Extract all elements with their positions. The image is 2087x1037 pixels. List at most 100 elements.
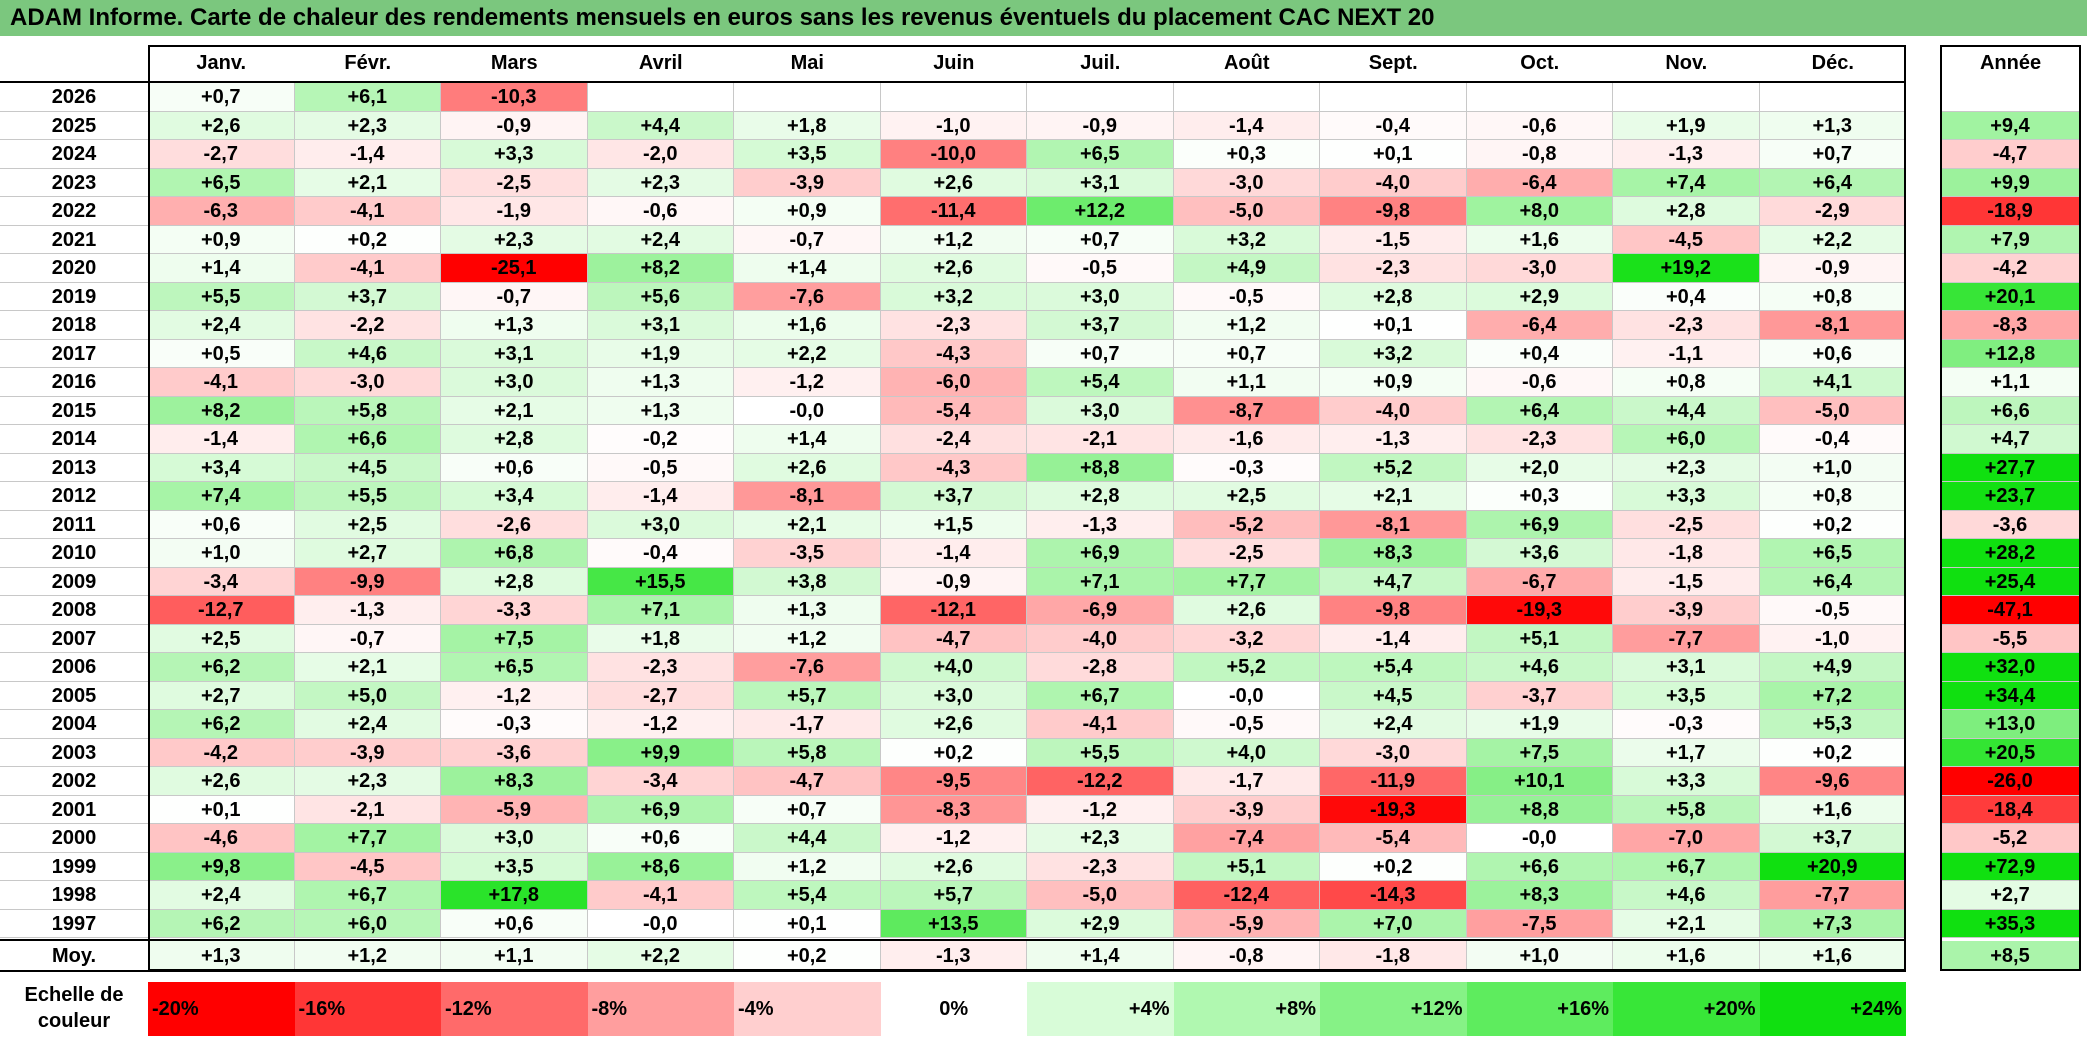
heatmap-cell: -4,0 <box>1320 396 1467 425</box>
heatmap-cell: +0,3 <box>1466 482 1613 511</box>
heatmap-cell: +2,4 <box>587 225 734 254</box>
heatmap-cell: -1,4 <box>294 140 441 169</box>
average-rule <box>0 939 1906 941</box>
annual-cell: +25,4 <box>1940 567 2081 596</box>
year-label: 2011 <box>0 511 148 539</box>
heatmap-cell: -7,4 <box>1173 824 1320 853</box>
heatmap-cell: +5,4 <box>734 881 881 910</box>
heatmap-cell: -0,4 <box>1759 425 1906 454</box>
heatmap-cell: +2,0 <box>1466 453 1613 482</box>
heatmap-cell: -1,2 <box>587 710 734 739</box>
heatmap-cell: -6,9 <box>1027 596 1174 625</box>
heatmap-cell: -6,4 <box>1466 168 1613 197</box>
heatmap-cell: +2,9 <box>1027 909 1174 938</box>
heatmap-cell: +6,4 <box>1759 168 1906 197</box>
heatmap-cell: -2,7 <box>148 140 295 169</box>
heatmap-cell: -0,5 <box>1173 282 1320 311</box>
heatmap-cell: +3,5 <box>441 852 588 881</box>
heatmap-cell: -1,1 <box>1613 339 1760 368</box>
color-scale-label: Echelle de couleur <box>24 984 124 1032</box>
heatmap-cell: -0,8 <box>1466 140 1613 169</box>
color-scale-swatch: 0% <box>880 982 1027 1036</box>
heatmap-cell: +1,7 <box>1613 738 1760 767</box>
heatmap-cell: +7,4 <box>148 482 295 511</box>
heatmap-cell: +5,1 <box>1466 624 1613 653</box>
heatmap-cell: +2,4 <box>148 311 295 340</box>
heatmap-cell: +1,9 <box>587 339 734 368</box>
annual-cell: +4,7 <box>1940 425 2081 454</box>
heatmap-cell: -1,5 <box>1613 567 1760 596</box>
heatmap-cell: -7,6 <box>734 653 881 682</box>
heatmap-cell: +6,9 <box>587 795 734 824</box>
heatmap-cell: +3,5 <box>1613 681 1760 710</box>
heatmap-cell: -1,2 <box>1027 795 1174 824</box>
annual-cell: +27,7 <box>1940 453 2081 482</box>
heatmap-cell: -2,5 <box>441 168 588 197</box>
heatmap-cell: -8,7 <box>1173 396 1320 425</box>
heatmap-cell: -3,4 <box>587 767 734 796</box>
year-label: 2001 <box>0 796 148 824</box>
heatmap-cell: -0,5 <box>1173 710 1320 739</box>
heatmap-cell: +2,1 <box>294 168 441 197</box>
heatmap-cell: -12,7 <box>148 596 295 625</box>
heatmap-cell: -11,4 <box>880 197 1027 226</box>
year-label: 2014 <box>0 425 148 454</box>
heatmap-cell: -4,2 <box>148 738 295 767</box>
heatmap-cell: +1,1 <box>1173 368 1320 397</box>
heatmap-cell: -4,3 <box>880 453 1027 482</box>
heatmap-cell: +1,6 <box>734 311 881 340</box>
heatmap-cell: +2,4 <box>294 710 441 739</box>
heatmap-cell: -1,2 <box>734 368 881 397</box>
heatmap-cell: -9,5 <box>880 767 1027 796</box>
heatmap-cell: -0,9 <box>1759 254 1906 283</box>
heatmap-cell: -1,2 <box>441 681 588 710</box>
annual-cell: +2,7 <box>1940 881 2081 910</box>
heatmap-cell: +3,2 <box>880 282 1027 311</box>
annual-cell: -26,0 <box>1940 767 2081 796</box>
heatmap-cell: +7,7 <box>1173 567 1320 596</box>
heatmap-cell: +2,3 <box>294 767 441 796</box>
year-label: 2008 <box>0 596 148 625</box>
year-label: 2023 <box>0 169 148 197</box>
heatmap-cell: +2,2 <box>1759 225 1906 254</box>
heatmap-cell: +0,7 <box>1027 225 1174 254</box>
heatmap-cell: +0,5 <box>148 339 295 368</box>
month-header: Sept. <box>1368 52 1418 74</box>
year-label: 2022 <box>0 197 148 226</box>
annual-cell: -5,2 <box>1940 824 2081 853</box>
heatmap-cell: +2,1 <box>1320 482 1467 511</box>
heatmap-cell <box>1759 83 1906 112</box>
heatmap-cell: -1,7 <box>734 710 881 739</box>
heatmap-cell: -3,4 <box>148 567 295 596</box>
color-scale-swatch: +20% <box>1613 982 1760 1036</box>
heatmap-cell: -4,1 <box>294 197 441 226</box>
heatmap-cell: -3,9 <box>1173 795 1320 824</box>
heatmap-cell: +2,8 <box>1027 482 1174 511</box>
heatmap-cell: -12,2 <box>1027 767 1174 796</box>
heatmap-cell: -0,7 <box>441 282 588 311</box>
heatmap-cell: +3,4 <box>148 453 295 482</box>
average-cell: +1,4 <box>1027 941 1174 971</box>
heatmap-cell: +1,3 <box>441 311 588 340</box>
heatmap-cell: -5,9 <box>441 795 588 824</box>
heatmap-cell: +3,5 <box>734 140 881 169</box>
color-scale-swatch: +4% <box>1027 982 1174 1036</box>
heatmap-cell: +5,8 <box>734 738 881 767</box>
heatmap-cell: -0,4 <box>1320 111 1467 140</box>
heatmap-cell: -2,7 <box>587 681 734 710</box>
heatmap-cell: +9,8 <box>148 852 295 881</box>
average-cell: +1,6 <box>1759 941 1906 971</box>
average-cell: -1,8 <box>1320 941 1467 971</box>
heatmap-cell: +3,0 <box>1027 396 1174 425</box>
heatmap-cell: -2,3 <box>1613 311 1760 340</box>
heatmap-cell: +3,4 <box>441 482 588 511</box>
year-label: 2003 <box>0 739 148 767</box>
heatmap-cell: +5,8 <box>1613 795 1760 824</box>
heatmap-cell: +5,7 <box>734 681 881 710</box>
heatmap-cell: +0,2 <box>294 225 441 254</box>
heatmap-cell: +4,6 <box>294 339 441 368</box>
heatmap-cell: +1,8 <box>734 111 881 140</box>
heatmap-cell: +0,6 <box>587 824 734 853</box>
heatmap-cell: -6,4 <box>1466 311 1613 340</box>
heatmap-cell: -11,9 <box>1320 767 1467 796</box>
